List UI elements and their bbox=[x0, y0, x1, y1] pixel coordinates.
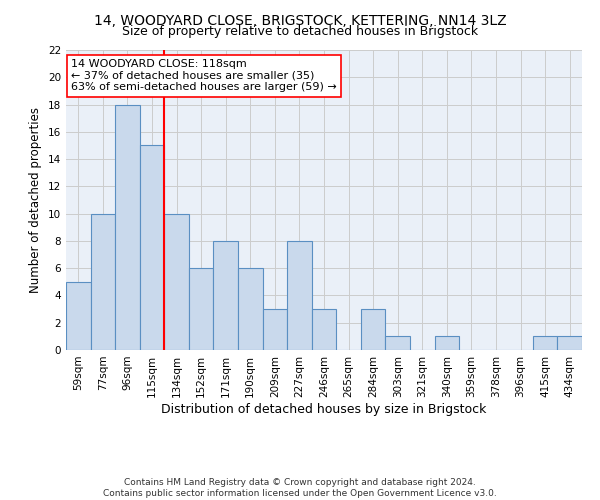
Bar bbox=[361, 309, 385, 350]
Text: Contains HM Land Registry data © Crown copyright and database right 2024.
Contai: Contains HM Land Registry data © Crown c… bbox=[103, 478, 497, 498]
Y-axis label: Number of detached properties: Number of detached properties bbox=[29, 107, 43, 293]
Text: 14 WOODYARD CLOSE: 118sqm
← 37% of detached houses are smaller (35)
63% of semi-: 14 WOODYARD CLOSE: 118sqm ← 37% of detac… bbox=[71, 59, 337, 92]
Bar bbox=[385, 336, 410, 350]
Bar bbox=[533, 336, 557, 350]
Bar bbox=[434, 336, 459, 350]
Bar bbox=[238, 268, 263, 350]
Text: 14, WOODYARD CLOSE, BRIGSTOCK, KETTERING, NN14 3LZ: 14, WOODYARD CLOSE, BRIGSTOCK, KETTERING… bbox=[94, 14, 506, 28]
Bar bbox=[140, 146, 164, 350]
Bar bbox=[164, 214, 189, 350]
Bar bbox=[115, 104, 140, 350]
Text: Size of property relative to detached houses in Brigstock: Size of property relative to detached ho… bbox=[122, 25, 478, 38]
Bar bbox=[214, 241, 238, 350]
Bar bbox=[557, 336, 582, 350]
X-axis label: Distribution of detached houses by size in Brigstock: Distribution of detached houses by size … bbox=[161, 402, 487, 415]
Bar bbox=[287, 241, 312, 350]
Bar bbox=[263, 309, 287, 350]
Bar bbox=[91, 214, 115, 350]
Bar bbox=[189, 268, 214, 350]
Bar bbox=[66, 282, 91, 350]
Bar bbox=[312, 309, 336, 350]
